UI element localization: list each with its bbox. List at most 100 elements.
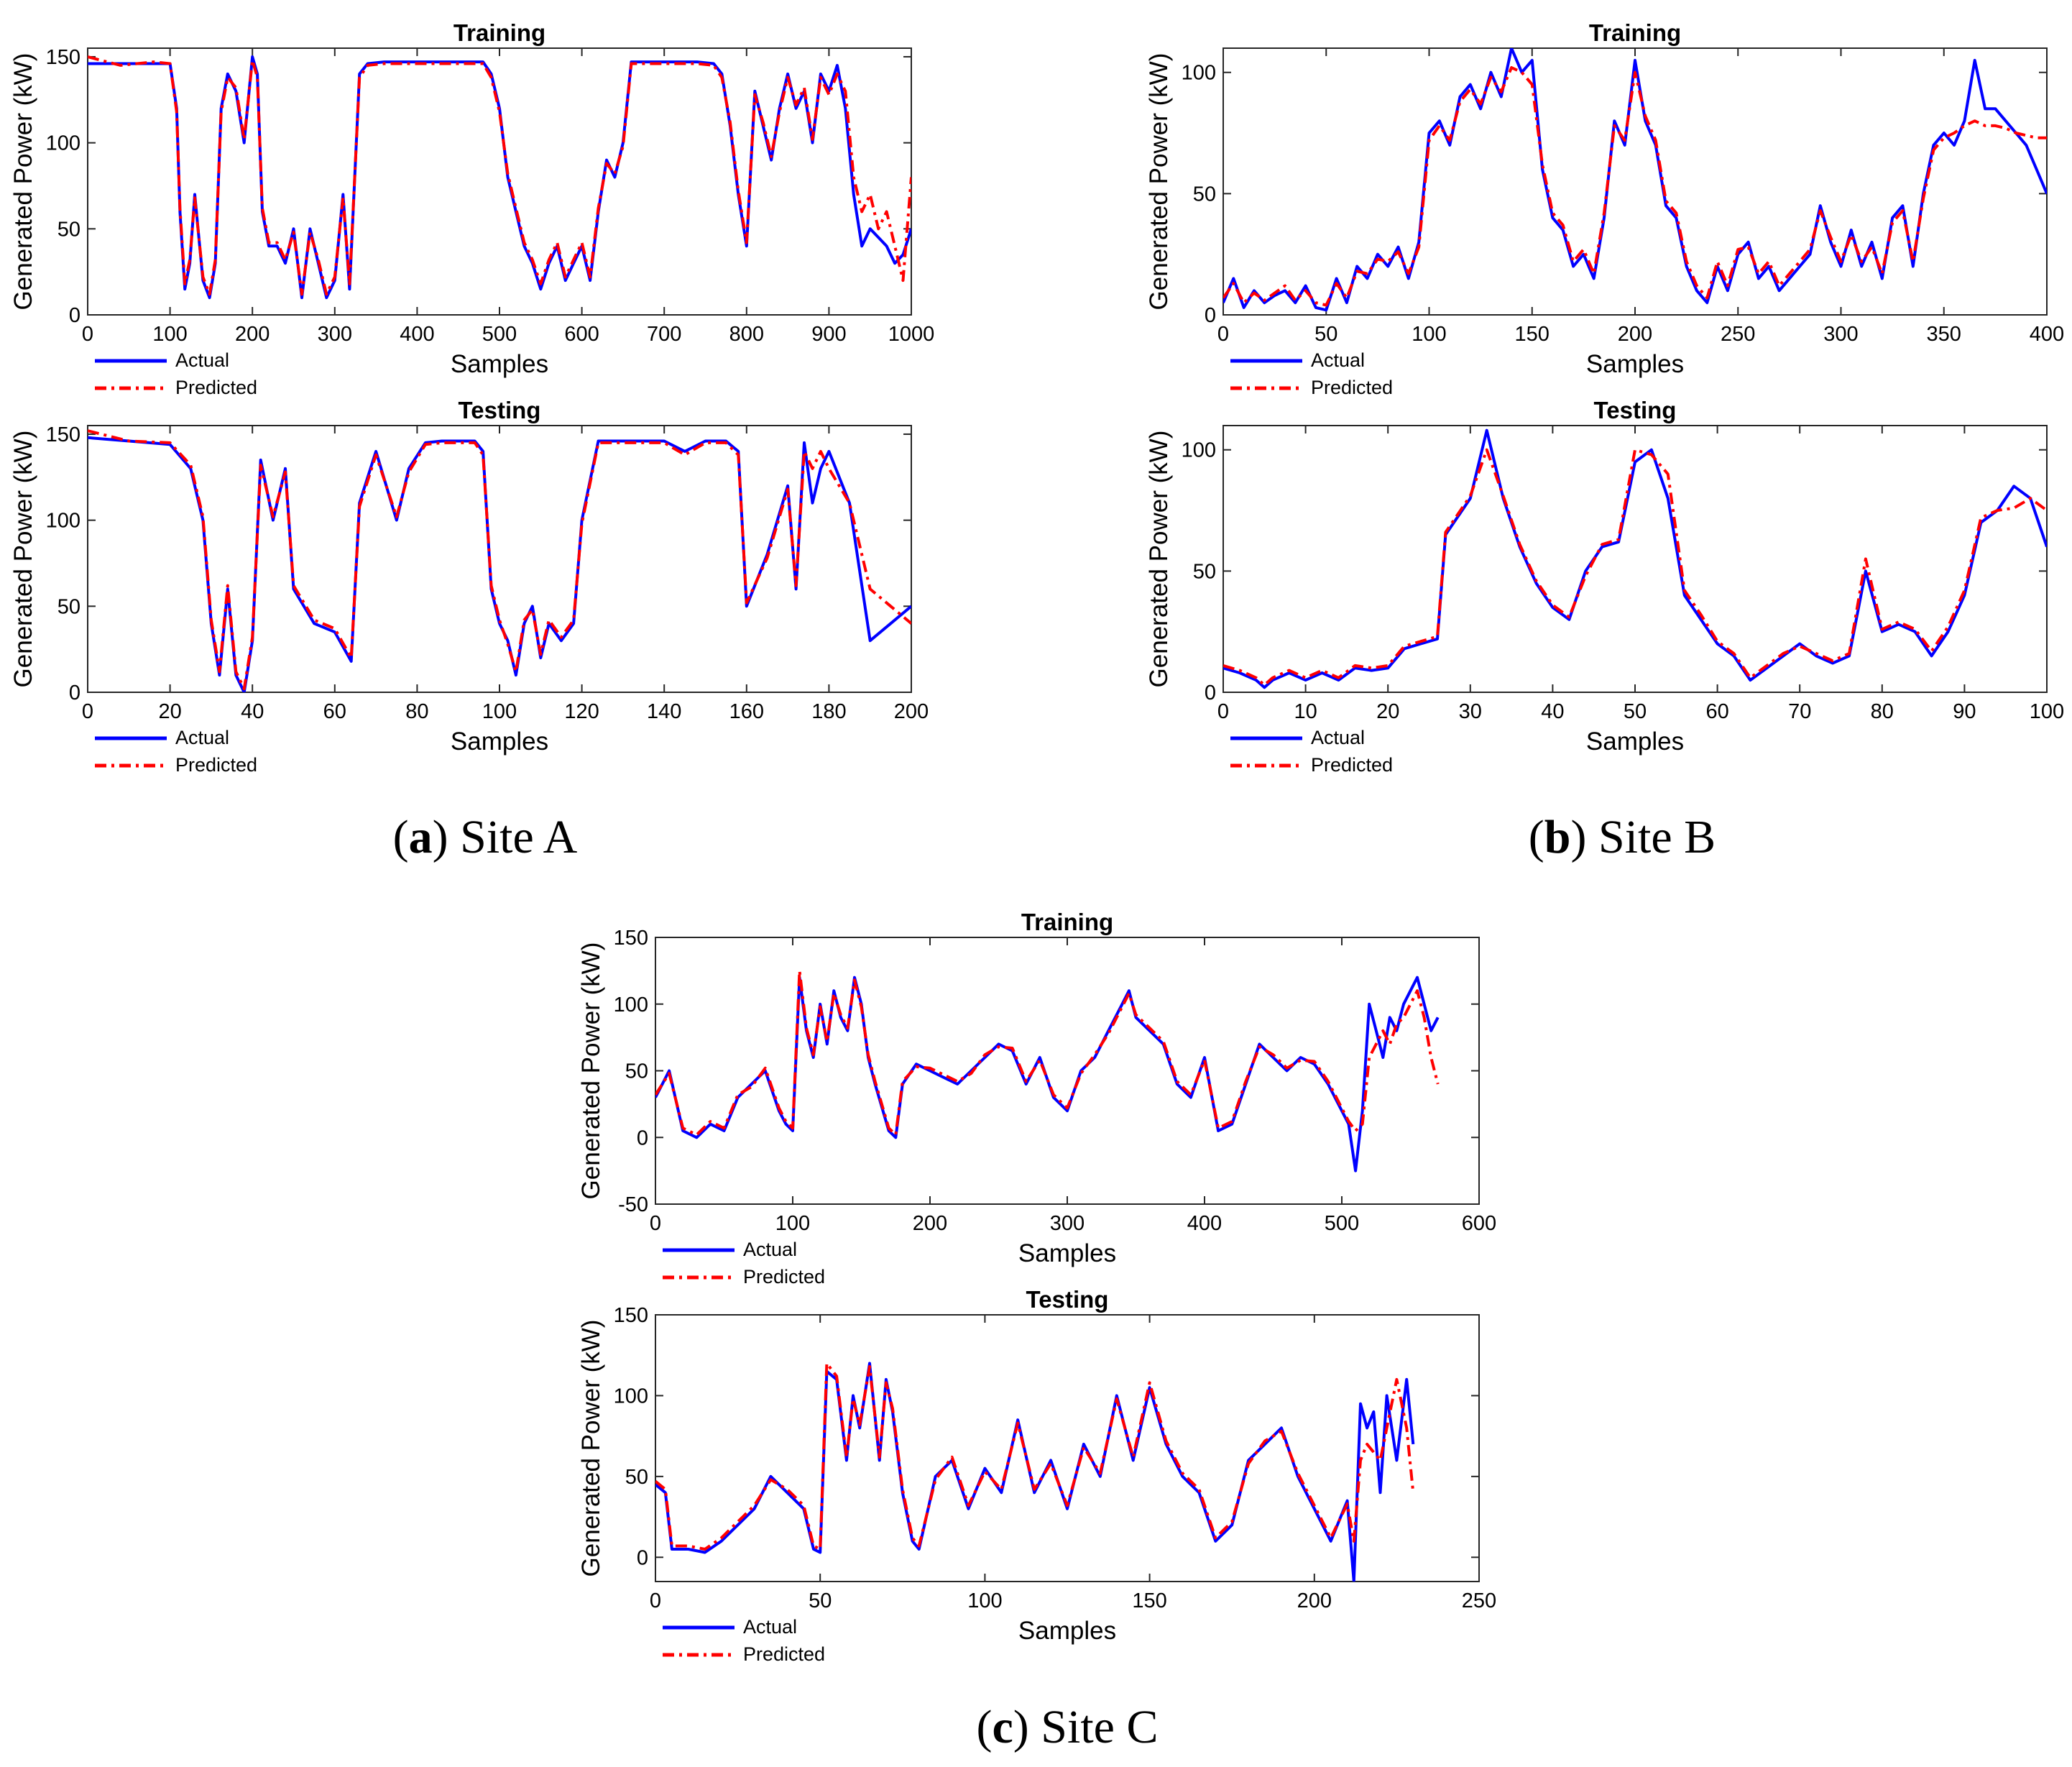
legend-label-actual: Actual — [743, 1616, 797, 1638]
y-axis-label: Generated Power (kW) — [9, 431, 37, 688]
panel-letter: c — [993, 1701, 1013, 1753]
panel-letter: a — [409, 811, 433, 863]
legend-label-predicted: Predicted — [743, 1643, 825, 1665]
y-tick-label: 0 — [1205, 681, 1216, 704]
legend-label-actual: Actual — [1311, 727, 1365, 748]
x-tick-label: 40 — [241, 700, 264, 723]
x-tick-label: 400 — [400, 323, 434, 346]
plot-area — [655, 1314, 1480, 1582]
series-line-predicted — [1223, 448, 2047, 687]
series-line-predicted — [655, 969, 1440, 1137]
chart-title: Testing — [1594, 397, 1677, 423]
legend-label-actual: Actual — [743, 1239, 797, 1260]
x-tick-label: 150 — [1132, 1589, 1166, 1612]
y-tick-label: 0 — [69, 681, 80, 704]
y-tick-label: 100 — [1182, 62, 1216, 85]
y-axis-label: Generated Power (kW) — [1145, 431, 1173, 688]
x-tick-label: 150 — [1515, 323, 1550, 346]
x-tick-label: 160 — [729, 700, 764, 723]
y-tick-label: 0 — [69, 304, 80, 327]
y-tick-label: 150 — [46, 46, 80, 69]
x-tick-label: 140 — [647, 700, 681, 723]
chart-c-training: 0 100 200 300 400 500 600-50050100150TrainingS… — [577, 909, 1496, 1288]
series-line-predicted — [88, 429, 911, 691]
legend: Actual Predicted — [1230, 727, 1393, 776]
x-tick-label: 30 — [1459, 700, 1482, 723]
chart-a-training: 0 100 200 300 400 500 600 700 800 900 1000 0 50 100 15… — [9, 19, 934, 398]
panel-caption-c: (c) Site C — [977, 1701, 1159, 1753]
x-tick-label: 900 — [811, 323, 846, 346]
x-tick-label: 0 — [82, 700, 93, 723]
x-tick-label: 500 — [482, 323, 517, 346]
plot-area — [655, 937, 1480, 1205]
x-tick-label: 10 — [1294, 700, 1317, 723]
y-tick-label: 100 — [46, 510, 80, 533]
series-line-predicted — [88, 55, 911, 296]
x-axis-label: Samples — [451, 350, 548, 378]
x-tick-label: 400 — [2030, 323, 2064, 346]
y-axis-label: Generated Power (kW) — [577, 942, 605, 1200]
x-tick-label: 90 — [1953, 700, 1976, 723]
y-tick-label: 50 — [625, 1060, 648, 1083]
chart-c-testing: 0 50 100 150 200 250 0 50 100 150 Testing Samples Ge… — [577, 1286, 1496, 1665]
x-tick-label: 0 — [650, 1212, 661, 1235]
x-axis-label: Samples — [1586, 728, 1684, 756]
x-tick-label: 800 — [729, 323, 764, 346]
x-tick-label: 0 — [1217, 323, 1229, 346]
x-tick-label: 200 — [1297, 1589, 1332, 1612]
x-tick-label: 300 — [1050, 1212, 1085, 1235]
x-tick-label: 500 — [1325, 1212, 1359, 1235]
x-tick-label: 70 — [1788, 700, 1811, 723]
legend: Actual Predicted — [663, 1239, 825, 1288]
x-tick-label: 1000 — [888, 323, 935, 346]
x-tick-label: 350 — [1927, 323, 1961, 346]
legend: Actual Predicted — [95, 349, 257, 398]
x-tick-label: 100 — [482, 700, 517, 723]
x-tick-label: 120 — [564, 700, 599, 723]
x-axis-label: Samples — [1018, 1617, 1116, 1645]
y-axis-label: Generated Power (kW) — [9, 53, 37, 311]
chart-title: Testing — [459, 397, 541, 423]
legend-label-predicted: Predicted — [175, 754, 257, 776]
x-tick-label: 60 — [323, 700, 346, 723]
panel-letter: b — [1544, 811, 1571, 863]
legend-label-predicted: Predicted — [1311, 754, 1393, 776]
x-tick-label: 250 — [1462, 1589, 1496, 1612]
x-tick-label: 100 — [775, 1212, 810, 1235]
plot-area — [87, 425, 912, 693]
panel-label: Site B — [1598, 811, 1716, 863]
panel-caption-b: (b) Site B — [1529, 811, 1716, 863]
chart-a-testing: 0 20 40 60 80 100 120 140 160 180 200 0 50 100 150 Test… — [9, 397, 929, 776]
legend: Actual Predicted — [1230, 349, 1393, 398]
y-tick-label: 150 — [46, 423, 80, 446]
x-tick-label: 20 — [1376, 700, 1399, 723]
x-tick-label: 50 — [1624, 700, 1647, 723]
legend: Actual Predicted — [663, 1616, 825, 1665]
y-tick-label: 100 — [614, 993, 648, 1016]
chart-title: Training — [453, 19, 545, 46]
x-tick-label: 100 — [1412, 323, 1446, 346]
y-tick-label: 50 — [625, 1466, 648, 1489]
y-axis-label: Generated Power (kW) — [577, 1320, 605, 1577]
series-line-actual — [1223, 428, 2047, 689]
chart-title: Testing — [1026, 1286, 1109, 1313]
x-tick-label: 60 — [1705, 700, 1728, 723]
x-tick-label: 600 — [1462, 1212, 1496, 1235]
x-tick-label: 100 — [152, 323, 187, 346]
x-axis-label: Samples — [1018, 1239, 1116, 1267]
legend-label-predicted: Predicted — [1311, 377, 1393, 398]
x-tick-label: 40 — [1541, 700, 1564, 723]
series-line-predicted — [1223, 66, 2047, 307]
y-tick-label: 0 — [637, 1546, 648, 1569]
x-tick-label: 250 — [1721, 323, 1755, 346]
y-tick-label: 50 — [1193, 183, 1216, 206]
panel-caption-a: (a) Site A — [393, 811, 578, 863]
y-tick-label: 50 — [57, 218, 80, 241]
chart-b-training: 0 50 100 150 200 250 300 350 400 0 50 100 Training Sa… — [1145, 19, 2064, 398]
legend: Actual Predicted — [95, 727, 257, 776]
x-tick-label: 0 — [650, 1589, 661, 1612]
x-tick-label: 0 — [82, 323, 93, 346]
y-tick-label: 100 — [46, 132, 80, 155]
legend-label-predicted: Predicted — [175, 377, 257, 398]
